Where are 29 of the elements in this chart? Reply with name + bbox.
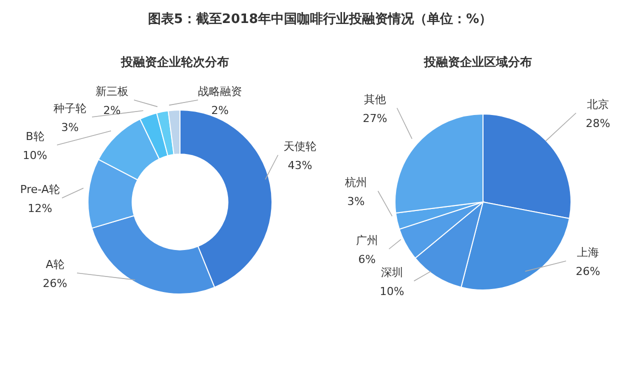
- slice-label: 其他: [364, 93, 386, 106]
- slice-label: A轮: [46, 258, 64, 271]
- slice-label: 深圳: [381, 266, 403, 279]
- data-label: 26%: [576, 265, 600, 278]
- data-label: 43%: [288, 159, 312, 172]
- slice-label: 新三板: [96, 85, 128, 98]
- chart-subtitle: 投融资企业区域分布: [423, 55, 532, 69]
- data-label: 2%: [211, 104, 229, 117]
- chart-title: 图表5：截至2018年中国咖啡行业投融资情况（单位：%）: [146, 11, 494, 28]
- data-label: 10%: [380, 285, 404, 298]
- data-label: 2%: [103, 104, 121, 117]
- slice-label: 天使轮: [284, 140, 316, 153]
- data-label: 27%: [362, 112, 388, 125]
- slice-label: 广州: [356, 234, 378, 247]
- data-label: 12%: [28, 202, 52, 215]
- slice-label: 北京: [587, 98, 609, 111]
- slice-label: 战略融资: [198, 85, 242, 98]
- slice-label: 杭州: [344, 176, 367, 189]
- data-label: 10%: [22, 149, 48, 162]
- data-label: 3%: [61, 121, 79, 134]
- slice-label: B轮: [26, 130, 44, 143]
- data-label: 6%: [358, 253, 376, 266]
- slice-label: 上海: [577, 246, 599, 259]
- chart-subtitle: 投融资企业轮次分布: [120, 55, 229, 69]
- data-label: 28%: [586, 117, 610, 130]
- slice-label: Pre-A轮: [20, 183, 60, 196]
- slice-label: 种子轮: [54, 102, 86, 115]
- data-label: 3%: [347, 195, 365, 208]
- data-label: 26%: [42, 277, 68, 290]
